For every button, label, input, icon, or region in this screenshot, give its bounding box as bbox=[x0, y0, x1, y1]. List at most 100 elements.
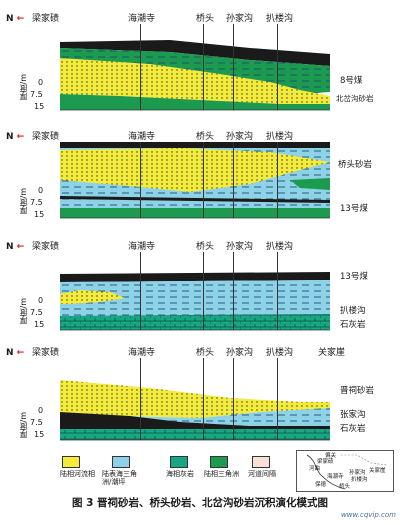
location-label: 孙家沟 bbox=[226, 132, 254, 142]
location-label: 扒楼沟 bbox=[266, 14, 294, 24]
layer-label: 桥头砂岩 bbox=[338, 160, 373, 170]
north-indicator: N ← bbox=[6, 14, 25, 24]
north-arrow-icon: ← bbox=[16, 348, 25, 358]
y-tick-label: 0 bbox=[38, 406, 44, 415]
coal-layer bbox=[60, 142, 330, 148]
limestone-layer bbox=[60, 314, 330, 330]
location-line bbox=[203, 24, 204, 110]
layer-label: 石灰岩 bbox=[340, 320, 366, 330]
location-label: 扒楼沟 bbox=[266, 132, 294, 142]
location-label: 扒楼沟 bbox=[266, 348, 294, 358]
legend-swatch-interchannel bbox=[252, 456, 270, 468]
inset-map-drawing bbox=[306, 454, 388, 490]
location-line bbox=[140, 142, 141, 218]
location-label: 桥头 bbox=[196, 14, 215, 24]
y-axis-title: 厚度/m bbox=[19, 298, 28, 325]
north-arrow-icon: ← bbox=[16, 14, 25, 24]
y-axis-title: 厚度/m bbox=[19, 412, 28, 439]
location-label: 孙家沟 bbox=[226, 242, 254, 252]
inset-label: 桥头 bbox=[339, 484, 351, 490]
y-tick-label: 7.5 bbox=[30, 308, 43, 317]
north-indicator: N ← bbox=[6, 132, 25, 142]
north-arrow-icon: ← bbox=[16, 132, 25, 142]
watermark: www.cqvip.com bbox=[341, 511, 396, 519]
legend-label: 海相灰岩 bbox=[166, 470, 194, 478]
location-line bbox=[233, 142, 234, 218]
y-tick-label: 7.5 bbox=[30, 198, 43, 207]
location-label: 桥头 bbox=[196, 132, 215, 142]
legend-swatch-limestone bbox=[170, 456, 188, 468]
layer-label: 北岔沟砂岩 bbox=[336, 94, 374, 103]
y-tick-label: 15 bbox=[34, 210, 45, 219]
inset-label: 海潮寺 bbox=[327, 474, 344, 480]
location-label: 孙家沟 bbox=[226, 348, 254, 358]
location-line bbox=[277, 24, 278, 110]
legend-label: 陆相河流相 bbox=[60, 470, 95, 478]
location-line bbox=[277, 358, 278, 440]
location-label: 梁家碛 bbox=[32, 132, 60, 142]
location-label: 孙家沟 bbox=[226, 14, 254, 24]
layer-label: 扒楼沟 bbox=[340, 306, 366, 316]
y-axis-title: 厚度/m bbox=[19, 188, 28, 215]
legend-label: 陆相三角洲 bbox=[204, 470, 239, 478]
location-label: 海潮寺 bbox=[128, 242, 156, 252]
layer-label: 石灰岩 bbox=[340, 424, 366, 434]
location-label: 扒楼沟 bbox=[266, 242, 294, 252]
legend-swatch-delta bbox=[210, 456, 228, 468]
legend: 陆相河流相 陆表海三角洲/潮坪 海相灰岩 陆相三角洲 河道间隔 偏关 梁家碛 河… bbox=[0, 450, 400, 492]
location-label: 梁家碛 bbox=[32, 348, 60, 358]
cross-section-4 bbox=[60, 380, 330, 441]
location-line bbox=[277, 142, 278, 218]
layer-label: 晋祠砂岩 bbox=[340, 386, 375, 396]
inset-label: 河曲 bbox=[309, 466, 321, 472]
legend-label: 河道间隔 bbox=[248, 470, 276, 478]
location-line bbox=[203, 252, 204, 330]
inset-label: 梁家碛 bbox=[317, 459, 334, 465]
location-label: 梁家碛 bbox=[32, 242, 60, 252]
figure-caption: 图 3 晋祠砂岩、桥头砂岩、北岔沟砂岩沉积演化模式图 bbox=[71, 497, 329, 509]
location-line bbox=[203, 142, 204, 218]
location-line bbox=[277, 252, 278, 330]
location-line bbox=[140, 24, 141, 110]
location-label: 关家崖 bbox=[318, 348, 346, 358]
inset-label: 保德 bbox=[315, 482, 327, 488]
legend-swatch-tidal bbox=[112, 456, 130, 468]
legend-label: 陆表海三角洲/潮坪 bbox=[102, 470, 137, 486]
location-label: 桥头 bbox=[196, 348, 215, 358]
y-tick-label: 7.5 bbox=[30, 418, 43, 427]
panel-4: N ← 梁家碛 海潮寺 桥头 孙家沟 扒楼沟 关家崖 厚度/m 0 bbox=[0, 340, 400, 452]
location-line bbox=[233, 358, 234, 440]
location-label: 海潮寺 bbox=[128, 14, 156, 24]
y-tick-label: 15 bbox=[34, 430, 45, 439]
inset-label: 关家崖 bbox=[369, 468, 386, 474]
inset-label: 孙家沟 bbox=[349, 470, 366, 476]
north-arrow-icon: ← bbox=[16, 242, 25, 252]
y-tick-label: 15 bbox=[34, 102, 45, 111]
y-tick-label: 0 bbox=[38, 296, 44, 305]
location-line bbox=[233, 24, 234, 110]
limestone-layer bbox=[60, 429, 330, 440]
inset-label: 扒楼沟 bbox=[351, 477, 368, 483]
y-axis-title: 厚度/m bbox=[19, 74, 28, 101]
cross-section-3 bbox=[60, 272, 330, 331]
location-label: 梁家碛 bbox=[32, 14, 60, 24]
inset-map: 偏关 梁家碛 河曲 保德 海潮寺 孙家沟 扒楼沟 桥头 关家崖 bbox=[296, 450, 394, 492]
location-line bbox=[233, 252, 234, 330]
legend-swatch-fluvial bbox=[62, 456, 80, 468]
cross-section-1 bbox=[60, 40, 330, 111]
location-line bbox=[140, 358, 141, 440]
y-tick-label: 7.5 bbox=[30, 90, 43, 99]
coal-layer bbox=[60, 40, 330, 66]
coal-layer bbox=[60, 272, 330, 282]
north-indicator: N ← bbox=[6, 242, 25, 252]
location-label: 桥头 bbox=[196, 242, 215, 252]
panel-1: N ← 梁家碛 海潮寺 桥头 孙家沟 扒楼沟 bbox=[0, 0, 400, 118]
y-tick-label: 0 bbox=[38, 186, 44, 195]
layer-label: 13号煤 bbox=[340, 272, 368, 282]
layer-label: 13号煤 bbox=[340, 204, 368, 214]
north-indicator: N ← bbox=[6, 348, 25, 358]
location-line bbox=[140, 252, 141, 330]
y-tick-label: 15 bbox=[34, 320, 45, 329]
inset-label: 偏关 bbox=[325, 453, 337, 459]
location-label: 海潮寺 bbox=[128, 348, 156, 358]
